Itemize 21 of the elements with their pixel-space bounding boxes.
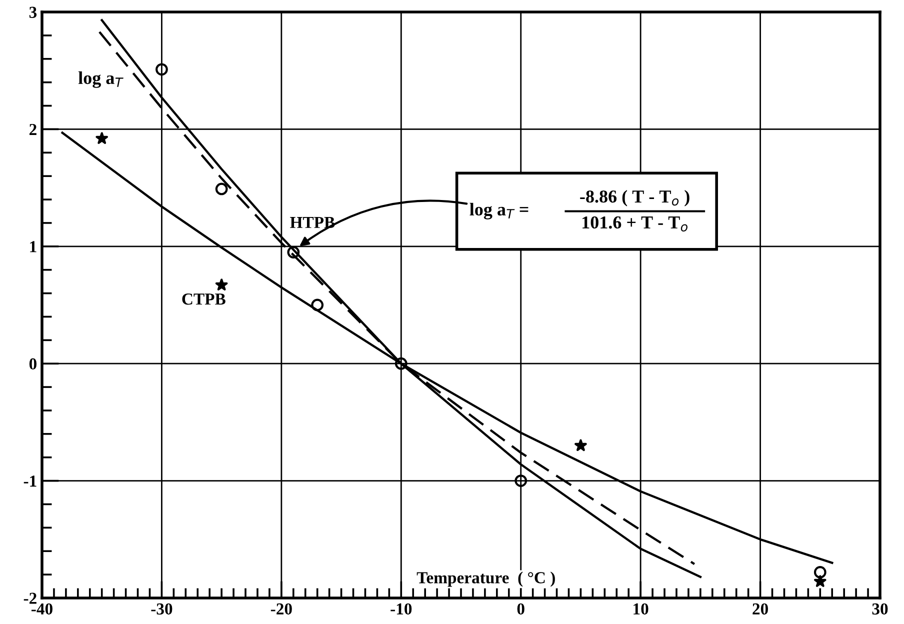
y-tick-label: 3 xyxy=(29,6,37,18)
y-axis-title: log a$_{T}$ xyxy=(78,71,124,88)
annotation: log a$_{T}$ = xyxy=(470,202,528,220)
annotation: -8.86 ( T - T$_{o}$ ) xyxy=(580,190,690,206)
x-tick-label: 10 xyxy=(634,603,648,615)
text: CTPB xyxy=(182,294,226,305)
y-tick-label: 1 xyxy=(30,241,36,252)
x-tick-label: 20 xyxy=(752,603,768,615)
y-tick-label: -1 xyxy=(24,476,36,487)
y-tick-label: 2 xyxy=(30,124,36,135)
series-label: HTPB xyxy=(290,217,335,228)
x-tick-label: 0 xyxy=(517,603,524,615)
x-tick-label: -10 xyxy=(390,603,412,615)
y-tick-label: -2 xyxy=(24,592,36,604)
x-tick-label: -40 xyxy=(32,603,52,615)
y-tick-label: 0 xyxy=(29,358,37,370)
x-tick-label: -20 xyxy=(270,603,292,615)
x-axis-title: Temperature ( °C ) xyxy=(416,572,555,587)
annotation: 101.6 + T - T$_{o}$ xyxy=(582,216,688,232)
x-tick-label: 30 xyxy=(872,603,888,615)
x-tick-label: -30 xyxy=(151,603,172,615)
